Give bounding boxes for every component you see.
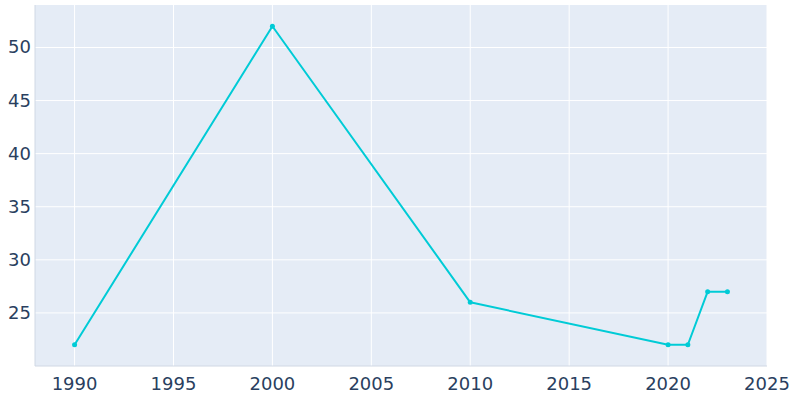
y-tick-label: 40 [8, 143, 31, 164]
y-grid-line [35, 153, 767, 154]
chart: 1990 1995 2000 2005 2010 2015 2020 2025 25 30 35 40… [0, 0, 800, 400]
data-point [72, 342, 77, 347]
y-tick-label: 35 [8, 196, 31, 217]
y-axis-line [35, 5, 36, 366]
y-grid-line [35, 47, 767, 48]
x-tick-label: 1995 [151, 373, 197, 394]
x-grid-line [569, 5, 570, 366]
y-grid-line [35, 100, 767, 101]
y-tick-label: 25 [8, 302, 31, 323]
x-grid-line [767, 5, 768, 366]
x-tick-label: 1990 [52, 373, 98, 394]
x-tick-label: 2015 [546, 373, 592, 394]
y-grid-line [35, 312, 767, 313]
x-axis-line [35, 366, 767, 367]
x-grid-line [74, 5, 75, 366]
x-grid-line [470, 5, 471, 366]
x-tick-label: 2010 [447, 373, 493, 394]
x-tick-label: 2020 [645, 373, 691, 394]
data-point [468, 300, 473, 305]
x-tick-label: 2025 [744, 373, 790, 394]
data-point [705, 289, 710, 294]
data-point [270, 24, 275, 29]
x-tick-label: 2005 [348, 373, 394, 394]
data-point [685, 342, 690, 347]
data-point [725, 289, 730, 294]
series-line [75, 26, 728, 345]
y-grid-line [35, 259, 767, 260]
x-grid-line [272, 5, 273, 366]
y-tick-label: 45 [8, 90, 31, 111]
x-grid-line [371, 5, 372, 366]
data-group [72, 24, 730, 348]
plot-background [35, 5, 767, 366]
x-tick-label: 2000 [249, 373, 295, 394]
data-point [666, 342, 671, 347]
x-grid-line [668, 5, 669, 366]
y-tick-label: 50 [8, 36, 31, 57]
y-tick-label: 30 [8, 249, 31, 270]
